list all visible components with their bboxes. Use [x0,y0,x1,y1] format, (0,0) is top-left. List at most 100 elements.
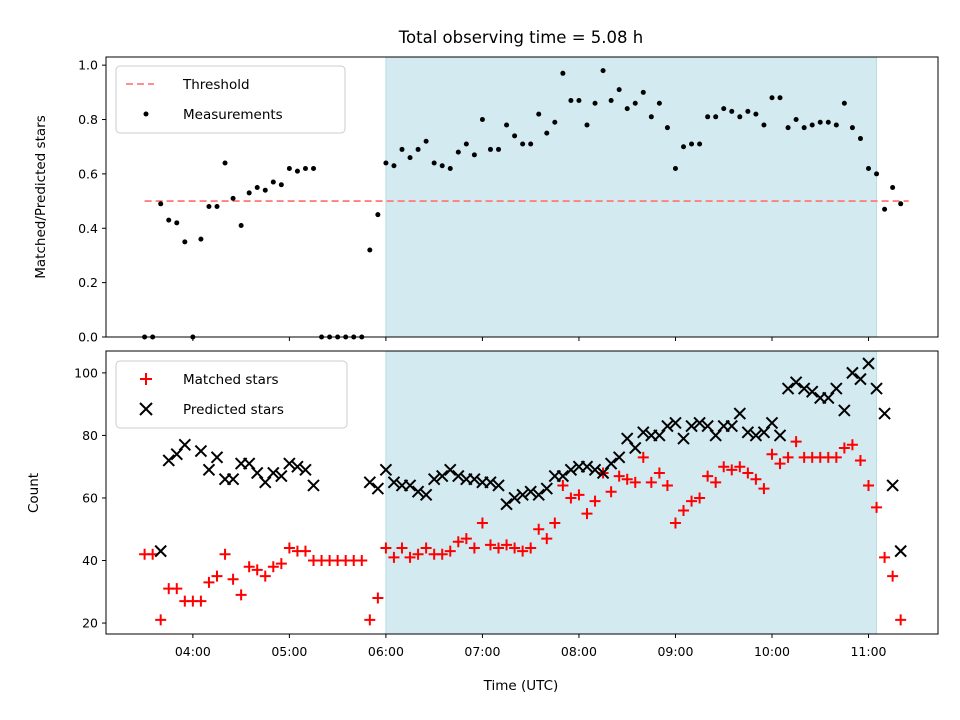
predicted-star-point [363,476,377,489]
bottom-axes-frame [105,350,939,635]
matched-star-point [710,476,722,488]
matched-star-point [243,561,255,573]
measurement-point [383,160,389,166]
matched-star-point [645,476,657,488]
measurement-point [479,117,485,123]
predicted-star-point [685,419,698,433]
measurement-point [367,247,373,253]
predicted-star-point [669,416,682,430]
matched-star-point [219,548,231,560]
matched-star-point [702,470,714,482]
bottom-y-tick-label: 100 [74,365,98,380]
legend-matched-swatch [140,373,152,385]
matched-star-point [412,548,424,560]
top-y-tick-label: 0.4 [78,221,98,236]
predicted-stars-points [154,357,907,558]
measurement-point [849,125,855,131]
measurement-point [471,152,477,158]
predicted-star-point [588,463,602,477]
predicted-star-point [580,460,594,473]
predicted-star-point [436,469,449,483]
measurement-point [423,138,429,144]
matched-star-point [557,479,569,491]
measurement-point [833,122,839,128]
matched-star-point [356,555,368,567]
bottom-y-tick-label: 20 [82,616,98,631]
measurement-point [182,239,188,245]
top-y-tick-label: 0.0 [78,330,98,345]
matched-star-point [533,523,545,535]
measurement-point [648,114,654,120]
matched-star-point [517,545,529,557]
predicted-star-point [894,544,907,558]
matched-star-point [846,439,858,451]
measurement-point [777,95,783,101]
measurement-point [608,97,614,103]
x-axis-label: Time (UTC) [483,678,559,694]
measurement-point [882,206,888,212]
predicted-star-point [604,457,618,470]
chart-title: Total observing time = 5.08 h [398,28,643,47]
predicted-star-point [154,544,167,558]
matched-star-point [493,542,505,554]
matched-star-point [404,551,416,563]
predicted-star-point [492,479,505,492]
predicted-star-point [484,476,497,489]
matched-star-point [573,489,585,501]
predicted-star-point [797,382,811,395]
measurement-point [632,100,638,106]
measurement-point [624,106,630,112]
matched-star-point [484,539,496,551]
top-y-axis: 0.0 0.2 0.4 0.6 0.8 1.0 [78,58,106,345]
matched-star-point [782,451,794,463]
measurement-point [528,141,534,147]
measurement-point [375,212,381,218]
measurement-point [841,100,847,106]
predicted-star-point [878,407,891,420]
x-tick-label: 06:00 [368,644,404,659]
predicted-star-point [427,473,441,486]
measurement-point [254,184,260,190]
measurement-points [142,68,904,340]
matched-star-point [766,448,778,460]
measurement-point [463,141,469,147]
measurement-point [278,182,284,188]
measurement-point [455,149,461,155]
matched-star-point [661,479,673,491]
measurement-point [689,141,695,147]
matched-star-point [718,461,730,473]
matched-star-point [155,614,167,626]
matched-star-point [838,442,850,454]
measurement-point [487,146,493,152]
top-y-tick-label: 0.2 [78,275,98,290]
measurement-point [769,95,775,101]
predicted-star-point [162,454,175,467]
predicted-star-point [307,479,320,492]
measurement-point [222,160,228,166]
measurement-point [230,195,236,201]
measurement-point [246,190,252,196]
matched-star-point [637,451,649,463]
matched-star-point [686,495,698,507]
predicted-star-point [781,382,795,395]
x-tick-label: 09:00 [657,644,693,659]
matched-star-point [871,501,883,513]
measurement-point [576,97,582,103]
predicted-star-point [387,476,401,489]
matched-star-point [436,548,448,560]
predicted-star-point [773,429,787,442]
bottom-x-axis: 04:00 05:00 06:00 07:00 08:00 09:00 10:00 11:00 [175,634,887,659]
predicted-star-point [629,441,642,455]
matched-star-point [501,539,513,551]
matched-star-point [605,486,617,498]
measurement-point [640,89,646,95]
measurement-point [166,217,172,223]
predicted-star-point [564,463,578,477]
matched-star-point [879,551,891,563]
predicted-star-point [411,485,425,498]
predicted-star-point [468,473,481,486]
predicted-star-point [612,451,626,464]
legend-measurements-swatch [143,111,149,117]
matched-star-point [452,536,464,548]
measurement-point [496,146,502,152]
